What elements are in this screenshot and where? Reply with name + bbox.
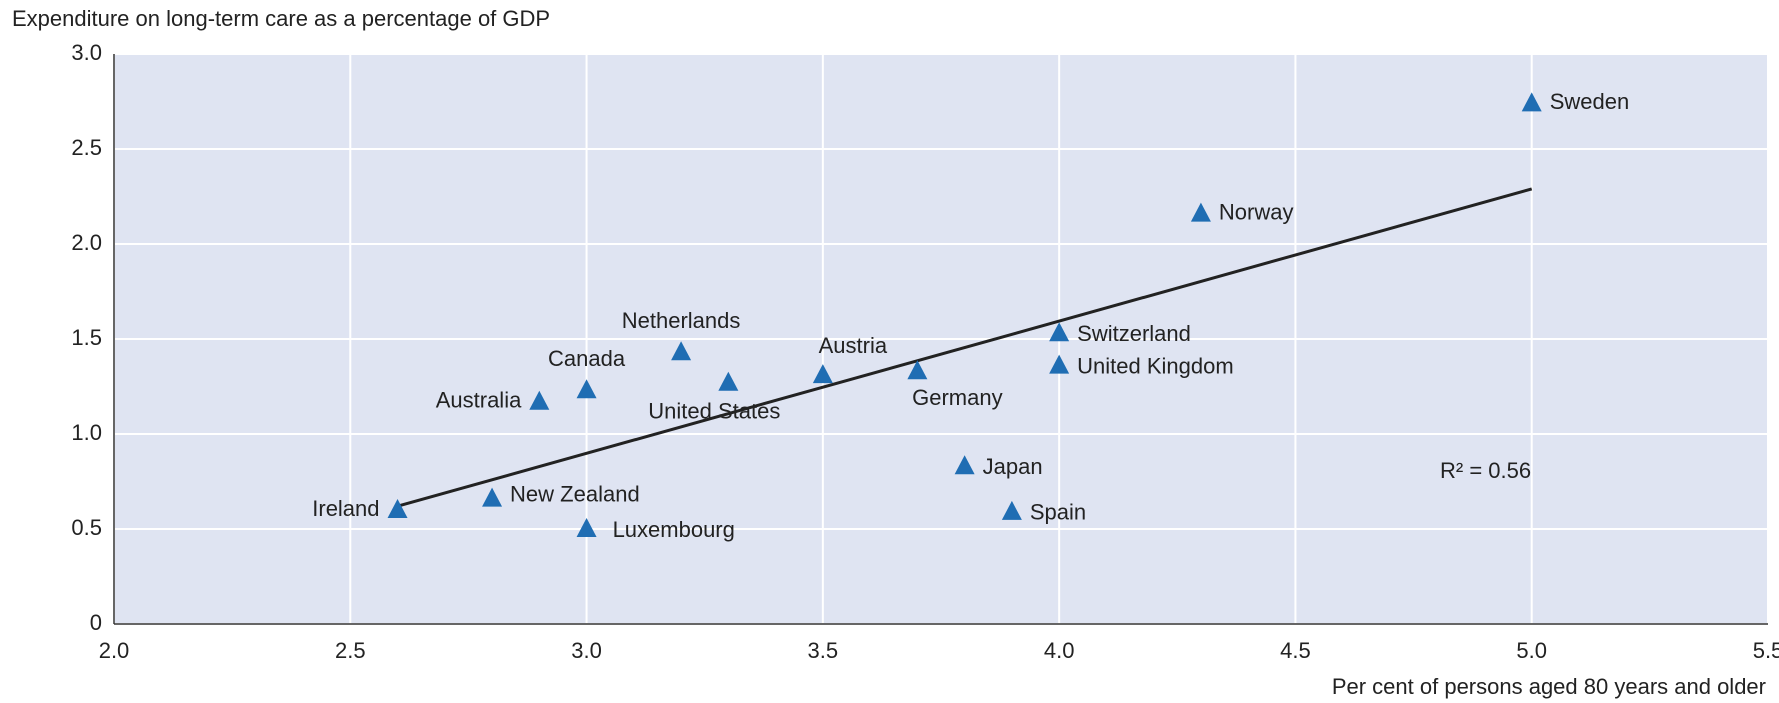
point-label: Germany — [912, 385, 1002, 410]
x-tick-label: 3.0 — [571, 638, 602, 663]
marker — [954, 455, 975, 475]
marker — [576, 518, 597, 537]
x-tick-label: 2.5 — [335, 638, 366, 663]
marker — [1049, 354, 1070, 374]
point-label: United Kingdom — [1077, 353, 1234, 378]
y-tick-label: 0 — [90, 610, 102, 635]
marker — [576, 379, 597, 399]
point-label: Sweden — [1550, 89, 1630, 114]
marker — [1190, 202, 1211, 222]
marker — [671, 341, 692, 361]
x-tick-label: 4.0 — [1044, 638, 1075, 663]
marker — [387, 499, 408, 518]
point-label: Switzerland — [1077, 321, 1191, 346]
point-label: Austria — [819, 333, 888, 358]
point-label: New Zealand — [510, 481, 640, 506]
point-label: Norway — [1219, 199, 1294, 224]
x-tick-label: 5.0 — [1516, 638, 1547, 663]
marker — [718, 371, 739, 391]
y-tick-label: 3.0 — [71, 40, 102, 65]
annotation: R² = 0.56 — [1440, 458, 1531, 483]
marker — [1521, 92, 1542, 112]
y-tick-label: 1.5 — [71, 325, 102, 350]
point-label: Japan — [983, 454, 1043, 479]
y-tick-label: 2.0 — [71, 230, 102, 255]
x-axis-title: Per cent of persons aged 80 years and ol… — [1332, 674, 1766, 699]
x-tick-label: 5.5 — [1753, 638, 1779, 663]
marker — [812, 364, 833, 384]
y-tick-label: 1.0 — [71, 420, 102, 445]
y-axis-title: Expenditure on long-term care as a perce… — [12, 6, 550, 31]
point-label: Canada — [548, 346, 626, 371]
marker — [1049, 322, 1070, 342]
marker — [482, 487, 503, 507]
point-label: Ireland — [312, 496, 379, 521]
point-label: United States — [648, 399, 780, 424]
point-label: Netherlands — [622, 308, 741, 333]
marker — [907, 360, 928, 380]
y-tick-label: 2.5 — [71, 135, 102, 160]
x-tick-label: 4.5 — [1280, 638, 1311, 663]
point-label: Australia — [436, 388, 522, 413]
point-label: Spain — [1030, 500, 1086, 525]
y-tick-label: 0.5 — [71, 515, 102, 540]
marker — [529, 390, 550, 410]
x-tick-label: 3.5 — [808, 638, 839, 663]
point-label: Luxembourg — [613, 517, 735, 542]
trend-line — [397, 187, 1533, 508]
marker — [1001, 500, 1022, 520]
x-tick-label: 2.0 — [99, 638, 130, 663]
